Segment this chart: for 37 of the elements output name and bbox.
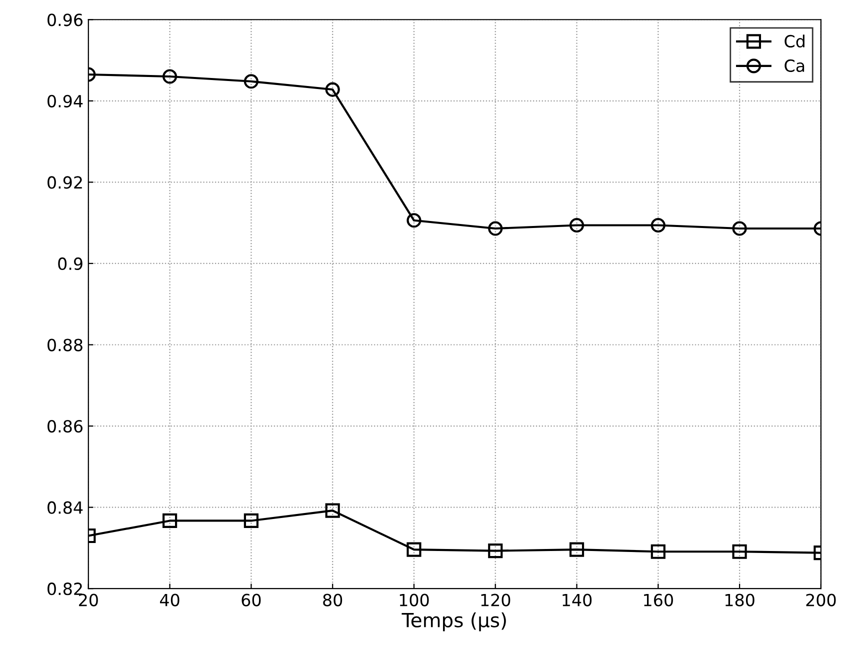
legend-label: Cd <box>784 34 804 48</box>
x-tick-label: 100 <box>400 594 429 606</box>
x-tick-label: 20 <box>79 594 98 606</box>
x-tick-label: 40 <box>160 594 180 606</box>
x-tick-label: 140 <box>562 594 592 606</box>
x-tick-label: 60 <box>242 594 261 606</box>
x-tick-label: 80 <box>323 594 342 606</box>
point <box>244 74 258 89</box>
point <box>650 218 666 233</box>
point <box>406 542 422 557</box>
y-tick-label: 0.84 <box>48 501 83 514</box>
y-tick-label: 0.88 <box>48 338 82 352</box>
point <box>488 544 503 558</box>
point <box>569 542 584 557</box>
point <box>569 218 584 233</box>
y-tick-label: 0.82 <box>48 582 82 596</box>
x-tick-label: 180 <box>725 594 754 606</box>
y-tick-label: 0.86 <box>48 420 82 433</box>
x-tick-label: 200 <box>806 594 836 606</box>
legend-label: Ca <box>784 59 804 72</box>
y-tick-label: 0.92 <box>48 176 82 189</box>
y-tick-label: 0.9 <box>58 257 82 270</box>
point <box>732 221 747 236</box>
point <box>732 544 747 559</box>
point <box>406 213 422 228</box>
point <box>325 503 340 518</box>
point <box>162 513 178 528</box>
point <box>488 221 503 236</box>
point <box>162 69 178 84</box>
x-axis-title: Temps (µs) <box>402 612 506 632</box>
x-tick-label: 120 <box>481 594 510 606</box>
point <box>325 82 340 97</box>
y-tick-label: 0.96 <box>48 14 82 26</box>
y-tick-label: 0.94 <box>48 94 83 108</box>
point <box>650 544 666 559</box>
x-tick-label: 160 <box>644 594 673 606</box>
point <box>244 513 258 528</box>
